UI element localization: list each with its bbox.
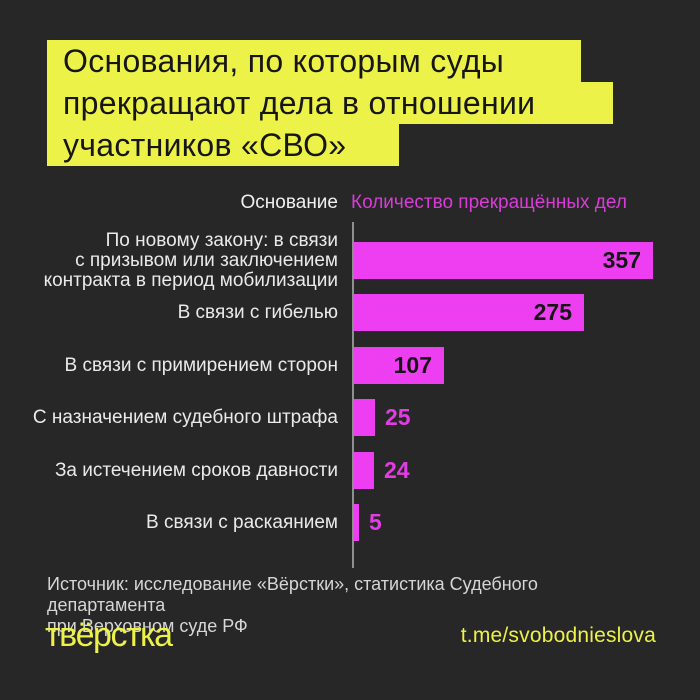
title-block: Основания, по которым суды прекращают де…	[47, 40, 613, 166]
bar-row: За истечением сроков давности 24	[0, 452, 700, 489]
axis-line	[352, 222, 354, 568]
bar-value: 107	[393, 352, 432, 378]
bar	[354, 399, 375, 436]
column-header-value: Количество прекращённых дел	[351, 192, 627, 213]
verstka-logo: твёрстка	[45, 616, 173, 654]
bar-label: За истечением сроков давности	[54, 459, 338, 481]
bar-row: По новому закону: в связи с призывом или …	[0, 230, 700, 290]
bar-value: 357	[602, 247, 641, 273]
title-text-line-1: Основания, по которым суды	[63, 43, 505, 79]
source-text-line-2: при Верховном суде РФ	[47, 616, 248, 636]
bar-value: 275	[533, 299, 572, 325]
bar-value: 5	[369, 509, 382, 535]
bar-label: С назначением судебного штрафа	[32, 406, 338, 428]
bar	[354, 504, 359, 541]
bar-label: По новому закону: в связи с призывом или …	[43, 229, 338, 291]
title-line-1: Основания, по которым суды	[47, 40, 581, 82]
source-text: Источник: исследование «Вёрстки», статис…	[47, 574, 647, 637]
bar: 107	[354, 347, 444, 384]
bar-label: В связи с гибелью	[177, 301, 338, 323]
bar-value: 24	[384, 457, 410, 483]
bar-row: В связи с примирением сторон 107	[0, 347, 700, 384]
bar-row: В связи с гибелью 275	[0, 294, 700, 331]
bar: 275	[354, 294, 584, 331]
bar-value: 25	[385, 404, 411, 430]
title-line-3: участников «СВО»	[47, 124, 399, 166]
title-line-2: прекращают дела в отношении	[47, 82, 613, 124]
title-text-line-2: прекращают дела в отношении	[63, 85, 536, 121]
telegram-handle-link[interactable]: t.me/svobodnieslova	[460, 624, 656, 647]
column-header-category: Основание	[240, 192, 338, 213]
title-text-line-3: участников «СВО»	[63, 127, 347, 163]
bar: 357	[354, 242, 653, 279]
bar-label: В связи с примирением сторон	[64, 354, 338, 376]
bar-row: В связи с раскаянием 5	[0, 504, 700, 541]
bar-row: С назначением судебного штрафа 25	[0, 399, 700, 436]
bar-label: В связи с раскаянием	[146, 511, 338, 533]
bar	[354, 452, 374, 489]
source-text-line-1: Источник: исследование «Вёрстки», статис…	[47, 574, 538, 615]
